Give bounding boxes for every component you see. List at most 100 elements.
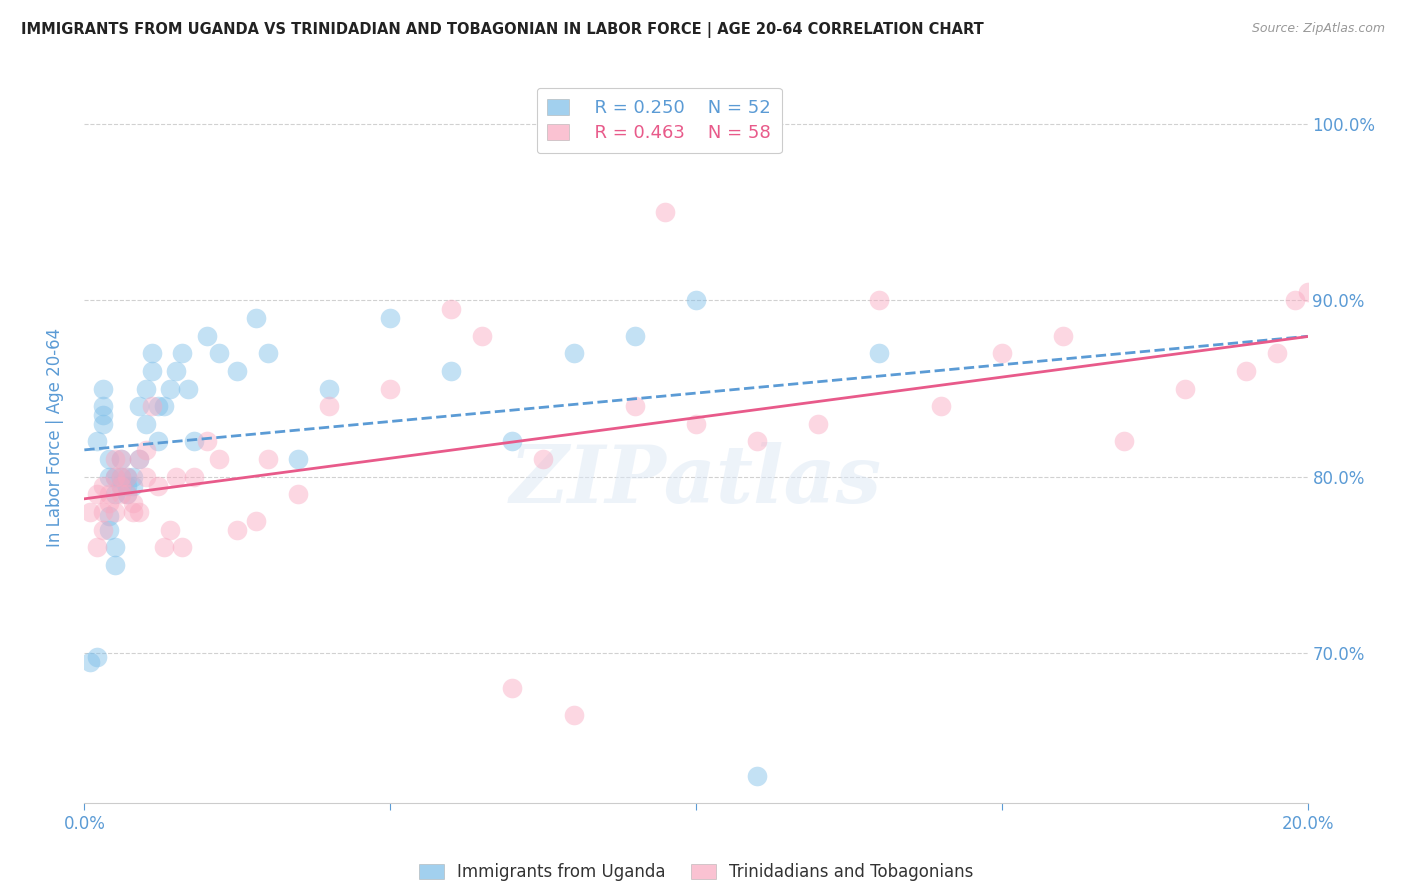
Point bbox=[807, 417, 830, 431]
Point bbox=[104, 505, 127, 519]
Point bbox=[624, 399, 647, 413]
Point bbox=[104, 558, 127, 572]
Point bbox=[115, 478, 138, 492]
Y-axis label: In Labor Force | Age 20-64: In Labor Force | Age 20-64 bbox=[45, 327, 63, 547]
Point bbox=[110, 478, 132, 492]
Point bbox=[146, 399, 169, 413]
Point bbox=[91, 382, 114, 396]
Point bbox=[1052, 328, 1074, 343]
Point bbox=[991, 346, 1014, 360]
Point bbox=[128, 399, 150, 413]
Point bbox=[287, 487, 309, 501]
Point bbox=[110, 452, 132, 467]
Point bbox=[624, 328, 647, 343]
Point bbox=[502, 681, 524, 696]
Point bbox=[440, 302, 463, 317]
Point bbox=[141, 364, 163, 378]
Point bbox=[257, 452, 280, 467]
Point bbox=[110, 478, 132, 492]
Point bbox=[159, 523, 181, 537]
Point bbox=[141, 399, 163, 413]
Point bbox=[226, 523, 249, 537]
Point bbox=[1236, 364, 1258, 378]
Point bbox=[257, 346, 280, 360]
Point bbox=[1265, 346, 1288, 360]
Point bbox=[122, 478, 145, 492]
Point bbox=[146, 434, 169, 449]
Point bbox=[97, 487, 120, 501]
Point bbox=[110, 487, 132, 501]
Text: IMMIGRANTS FROM UGANDA VS TRINIDADIAN AND TOBAGONIAN IN LABOR FORCE | AGE 20-64 : IMMIGRANTS FROM UGANDA VS TRINIDADIAN AN… bbox=[21, 22, 984, 38]
Point bbox=[183, 469, 205, 483]
Point bbox=[86, 487, 108, 501]
Point bbox=[97, 452, 120, 467]
Point bbox=[1114, 434, 1136, 449]
Point bbox=[122, 505, 145, 519]
Point bbox=[165, 469, 187, 483]
Point bbox=[208, 346, 231, 360]
Point bbox=[135, 469, 157, 483]
Point bbox=[471, 328, 494, 343]
Point bbox=[91, 505, 114, 519]
Point bbox=[287, 452, 309, 467]
Point bbox=[177, 382, 200, 396]
Point bbox=[245, 311, 267, 326]
Point bbox=[562, 707, 585, 722]
Point bbox=[747, 769, 769, 783]
Point bbox=[685, 293, 707, 308]
Point bbox=[146, 478, 169, 492]
Point bbox=[226, 364, 249, 378]
Point bbox=[869, 346, 891, 360]
Point bbox=[122, 469, 145, 483]
Point bbox=[104, 540, 127, 554]
Point bbox=[1296, 285, 1319, 299]
Point bbox=[110, 452, 132, 467]
Point bbox=[128, 452, 150, 467]
Point bbox=[183, 434, 205, 449]
Point bbox=[91, 523, 114, 537]
Point bbox=[128, 505, 150, 519]
Point bbox=[91, 408, 114, 422]
Point bbox=[531, 452, 554, 467]
Point bbox=[869, 293, 891, 308]
Legend: Immigrants from Uganda, Trinidadians and Tobagonians: Immigrants from Uganda, Trinidadians and… bbox=[411, 855, 981, 889]
Point bbox=[115, 469, 138, 483]
Point bbox=[128, 452, 150, 467]
Text: ZIPatlas: ZIPatlas bbox=[510, 442, 882, 520]
Point bbox=[115, 469, 138, 483]
Point bbox=[172, 346, 194, 360]
Point bbox=[172, 540, 194, 554]
Point bbox=[115, 487, 138, 501]
Point bbox=[654, 205, 676, 219]
Point bbox=[141, 346, 163, 360]
Point bbox=[153, 540, 176, 554]
Point bbox=[91, 399, 114, 413]
Point bbox=[97, 496, 120, 510]
Point bbox=[1174, 382, 1197, 396]
Point bbox=[502, 434, 524, 449]
Point bbox=[440, 364, 463, 378]
Point bbox=[91, 417, 114, 431]
Point bbox=[195, 328, 218, 343]
Point bbox=[135, 443, 157, 458]
Point bbox=[110, 469, 132, 483]
Point bbox=[104, 469, 127, 483]
Point bbox=[86, 649, 108, 664]
Text: Source: ZipAtlas.com: Source: ZipAtlas.com bbox=[1251, 22, 1385, 36]
Point bbox=[110, 469, 132, 483]
Point bbox=[104, 487, 127, 501]
Point bbox=[104, 469, 127, 483]
Point bbox=[562, 346, 585, 360]
Point bbox=[97, 523, 120, 537]
Point bbox=[91, 478, 114, 492]
Point bbox=[195, 434, 218, 449]
Point bbox=[86, 434, 108, 449]
Point bbox=[318, 382, 340, 396]
Point bbox=[135, 417, 157, 431]
Point bbox=[380, 382, 402, 396]
Point bbox=[79, 505, 101, 519]
Point bbox=[318, 399, 340, 413]
Point bbox=[153, 399, 176, 413]
Point bbox=[79, 655, 101, 669]
Point bbox=[135, 382, 157, 396]
